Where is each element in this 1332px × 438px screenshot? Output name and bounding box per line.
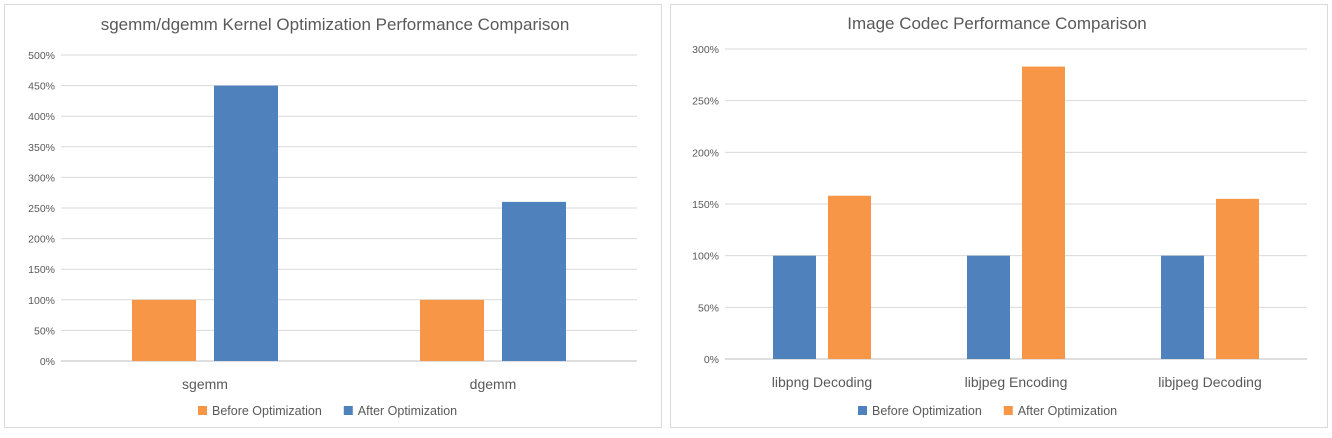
left-chart-panel: sgemm/dgemm Kernel Optimization Performa… <box>4 4 662 428</box>
chart-title: Image Codec Performance Comparison <box>847 14 1147 33</box>
bar-before-optimization <box>773 255 816 359</box>
category-label: dgemm <box>470 376 517 392</box>
bar-before-optimization <box>420 299 484 361</box>
y-tick-label: 200% <box>28 234 55 246</box>
bar-after-optimization <box>214 85 278 361</box>
right-chart-svg: Image Codec Performance Comparison 0% 50% 1… <box>692 14 1307 418</box>
legend-swatch <box>343 406 353 415</box>
legend-swatch <box>858 406 867 415</box>
bar-after-optimization <box>1216 198 1259 359</box>
y-tick-label: 300% <box>28 172 55 184</box>
legend-swatch <box>1003 406 1013 415</box>
category-label: libpng Decoding <box>772 374 872 390</box>
chart-title: sgemm/dgemm Kernel Optimization Performa… <box>101 15 570 34</box>
bar-after-optimization <box>828 195 871 359</box>
y-tick-label: 350% <box>28 142 55 154</box>
y-tick-label: 150% <box>692 199 719 211</box>
y-tick-label: 100% <box>692 251 719 263</box>
y-tick-label: 150% <box>28 264 55 276</box>
legend-label: Before Optimization <box>872 404 982 418</box>
bar-before-optimization <box>132 299 196 361</box>
y-tick-label: 0% <box>40 356 55 368</box>
y-tick-label: 0% <box>704 354 719 366</box>
bar-after-optimization <box>502 201 566 361</box>
y-tick-label: 400% <box>28 111 55 123</box>
left-chart-svg: sgemm/dgemm Kernel Optimization Performa… <box>28 15 637 418</box>
legend-swatch <box>198 406 207 415</box>
y-tick-label: 250% <box>28 203 55 215</box>
y-tick-label: 500% <box>28 50 55 62</box>
legend-label: After Optimization <box>358 404 457 418</box>
y-tick-label: 250% <box>692 96 719 108</box>
legend-label: Before Optimization <box>212 404 322 418</box>
y-tick-label: 100% <box>28 295 55 307</box>
bar-before-optimization <box>1161 255 1204 359</box>
right-chart-panel: Image Codec Performance Comparison 0% 50% 1… <box>670 4 1328 428</box>
y-tick-label: 300% <box>692 44 719 56</box>
y-tick-label: 450% <box>28 81 55 93</box>
legend-label: After Optimization <box>1018 404 1117 418</box>
category-label: sgemm <box>182 376 228 392</box>
category-label: libjpeg Decoding <box>1158 374 1262 390</box>
y-tick-label: 200% <box>692 147 719 159</box>
y-tick-label: 50% <box>34 325 55 337</box>
bar-before-optimization <box>967 255 1010 359</box>
category-label: libjpeg Encoding <box>965 374 1068 390</box>
bar-after-optimization <box>1022 66 1065 360</box>
y-tick-label: 50% <box>698 302 719 314</box>
